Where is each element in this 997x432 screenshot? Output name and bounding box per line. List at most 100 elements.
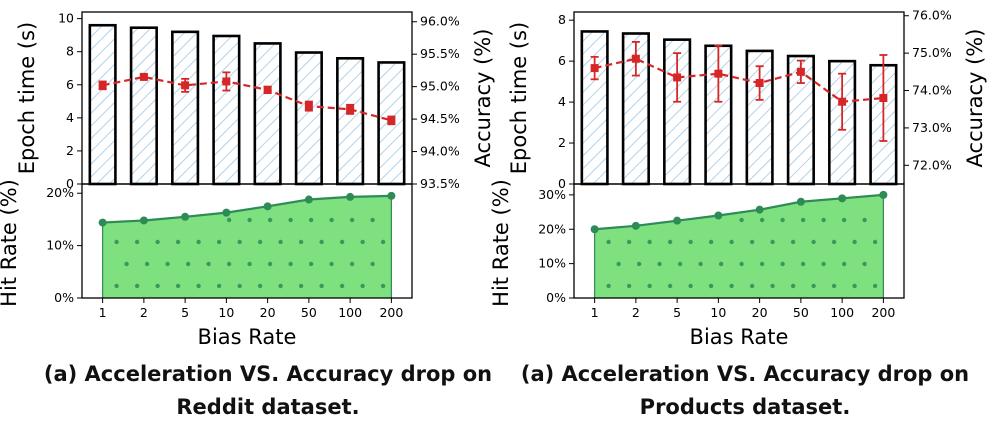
hit-rate-texture-dot [237, 239, 242, 245]
accuracy-point [181, 81, 190, 90]
epoch-time-bar [336, 57, 365, 186]
hit-rate-texture-dot [339, 239, 345, 245]
hit-rate-line [102, 194, 392, 224]
accuracy-point [304, 102, 313, 111]
hit-rate-texture-dot [862, 217, 867, 223]
hit-rate-texture-dot [319, 239, 324, 245]
accuracy-point [222, 77, 231, 86]
hit-rate-texture-dot [380, 283, 386, 289]
hit-rate-texture-dot [739, 217, 744, 223]
accuracy-line [102, 75, 392, 122]
bias-rate-tick-label: 5 [673, 305, 681, 320]
epoch-tick-label: 2 [558, 135, 566, 150]
epoch-tick-label: 0 [558, 176, 566, 191]
hit-rate-texture-dot [267, 217, 273, 223]
hit-rate-texture-dot [852, 283, 857, 289]
hit-rate-point [263, 202, 272, 211]
hit-rate-texture-dot [759, 217, 765, 223]
bias-rate-tick-label: 100 [830, 305, 854, 320]
hit-rate-texture-dot [370, 217, 375, 223]
accuracy-tick-label: 72.0% [912, 157, 952, 172]
epoch-time-bar [88, 23, 117, 186]
bias-rate-tick-label: 2 [632, 305, 640, 320]
accuracy-tick-label: 74.0% [912, 83, 952, 98]
hit-rate-texture-dot [370, 261, 375, 267]
epoch-tick-label: 6 [66, 77, 74, 92]
epoch-tick-label: 4 [66, 110, 74, 125]
hit-rate-texture-dot [278, 239, 283, 245]
hit-rate-texture-dot [677, 261, 683, 267]
accuracy-tick-label: 75.0% [912, 45, 952, 60]
hit-rate-texture-dot [647, 283, 652, 289]
hit-rate-texture-dot [308, 217, 314, 223]
hit-rate-point [714, 211, 723, 220]
hit-rate-texture-dot [657, 261, 662, 267]
hit-rate-point [181, 212, 190, 221]
accuracy-point [714, 69, 723, 78]
caption-right-line2: Products dataset. [639, 395, 851, 419]
hit-rate-texture-dot [606, 283, 611, 289]
hit-rate-texture-dot [329, 261, 334, 267]
accuracy-axis-label: Accuracy (%) [471, 29, 495, 168]
hit-rate-texture-dot [831, 239, 837, 245]
hit-rate-texture-dot [790, 239, 796, 245]
epoch-time-bar [253, 42, 282, 186]
bottom-plot-frame [573, 183, 905, 299]
hit-rate-texture-dot [708, 239, 714, 245]
hit-rate-texture-dot [759, 261, 765, 267]
hit-rate-texture-dot [800, 217, 806, 223]
hit-rate-tick-label: 30% [538, 187, 566, 202]
hit-rate-point [755, 205, 764, 214]
epoch-tick-label: 8 [66, 44, 74, 59]
epoch-tick-label: 8 [558, 12, 566, 27]
hit-rate-texture-dot [114, 283, 119, 289]
bias-rate-tick-label: 50 [301, 305, 317, 320]
hit-rate-area [102, 195, 392, 298]
hit-rate-tick-label: 10% [538, 256, 566, 271]
epoch-tick-label: 0 [66, 176, 74, 191]
hit-rate-point [838, 194, 847, 203]
bias-rate-tick-label: 1 [99, 305, 107, 320]
bias-rate-axis-label: Bias Rate [198, 325, 297, 349]
hit-rate-texture-dot [667, 283, 673, 289]
epoch-tick-label: 10 [58, 11, 74, 26]
accuracy-point [139, 72, 148, 81]
hit-rate-texture-dot [790, 283, 796, 289]
hit-rate-texture-dot [749, 283, 755, 289]
hit-rate-texture-dot [606, 239, 611, 245]
hit-rate-texture-dot [729, 283, 734, 289]
hit-rate-texture-dot [872, 239, 878, 245]
hit-rate-texture-dot [780, 217, 785, 223]
accuracy-point [673, 73, 682, 82]
epoch-time-axis-label: Epoch time (s) [507, 22, 531, 174]
hit-rate-texture-dot [247, 217, 252, 223]
hit-rate-texture-dot [718, 261, 724, 267]
hit-rate-texture-dot [349, 217, 355, 223]
hit-rate-texture-dot [688, 239, 693, 245]
hit-rate-texture-dot [811, 283, 816, 289]
accuracy-point [631, 54, 640, 63]
epoch-time-bar [171, 30, 200, 186]
epoch-time-bar [129, 26, 158, 186]
accuracy-tick-label: 73.0% [912, 120, 952, 135]
accuracy-line [594, 57, 884, 103]
accuracy-tick-label: 94.5% [420, 111, 460, 126]
hit-rate-tick-label: 0% [54, 290, 74, 305]
caption-left-line1: (a) Acceleration VS. Accuracy drop on [43, 362, 493, 386]
hit-rate-texture-dot [780, 261, 785, 267]
hit-rate-texture-dot [821, 217, 826, 223]
accuracy-point [346, 105, 355, 114]
hit-rate-axis-label: Hit Rate (%) [0, 179, 21, 307]
hit-rate-line [594, 193, 884, 231]
bias-rate-tick-label: 20 [260, 305, 276, 320]
hit-rate-texture-dot [800, 261, 806, 267]
hit-rate-tick-label: 20% [538, 221, 566, 236]
hit-rate-texture-dot [134, 283, 140, 289]
hit-rate-texture-dot [708, 283, 714, 289]
accuracy-point [838, 97, 847, 106]
caption-left-line2: Reddit dataset. [176, 395, 360, 419]
hit-rate-texture-dot [636, 261, 642, 267]
bottom-plot-frame [81, 183, 413, 299]
bias-rate-tick-label: 200 [871, 305, 895, 320]
accuracy-tick-label: 95.5% [420, 46, 460, 61]
